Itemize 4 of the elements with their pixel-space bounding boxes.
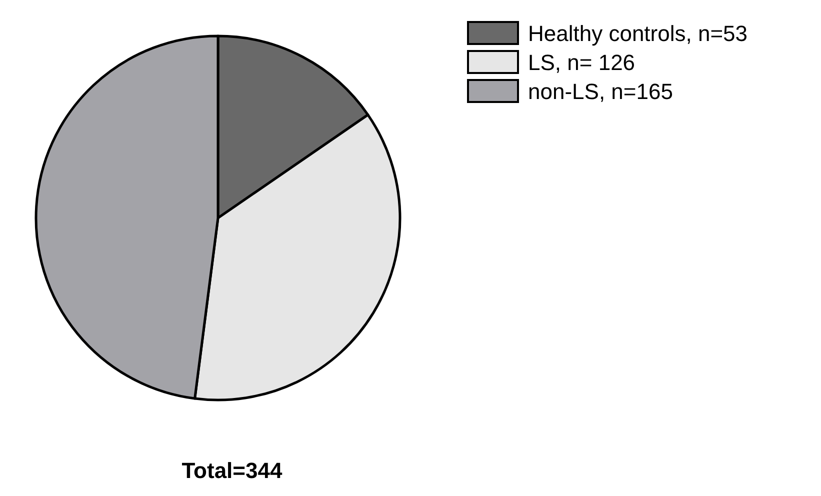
legend-label: LS, n= 126 (528, 50, 636, 75)
legend-label: non-LS, n=165 (528, 79, 673, 104)
text: Total=344 (182, 458, 283, 483)
legend-label: Healthy controls, n=53 (528, 21, 748, 46)
